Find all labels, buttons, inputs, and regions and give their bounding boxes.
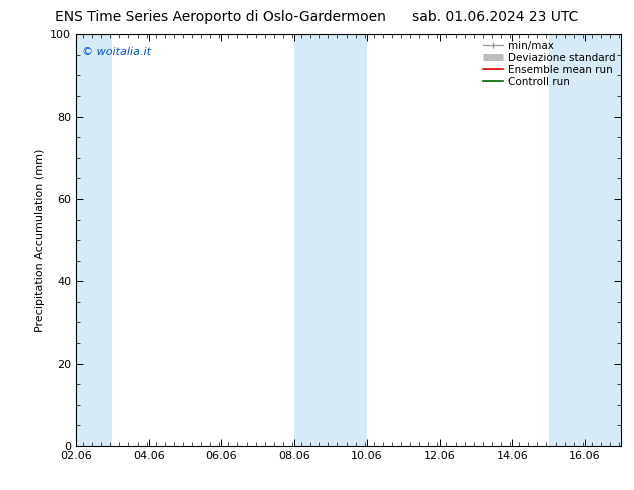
- Legend: min/max, Deviazione standard, Ensemble mean run, Controll run: min/max, Deviazione standard, Ensemble m…: [479, 37, 618, 90]
- Bar: [294, 34, 367, 446]
- Y-axis label: Precipitation Accumulation (mm): Precipitation Accumulation (mm): [35, 148, 44, 332]
- Text: ENS Time Series Aeroporto di Oslo-Gardermoen      sab. 01.06.2024 23 UTC: ENS Time Series Aeroporto di Oslo-Garder…: [55, 10, 579, 24]
- Text: © woitalia.it: © woitalia.it: [82, 47, 150, 57]
- Bar: [76, 34, 112, 446]
- Bar: [548, 34, 626, 446]
